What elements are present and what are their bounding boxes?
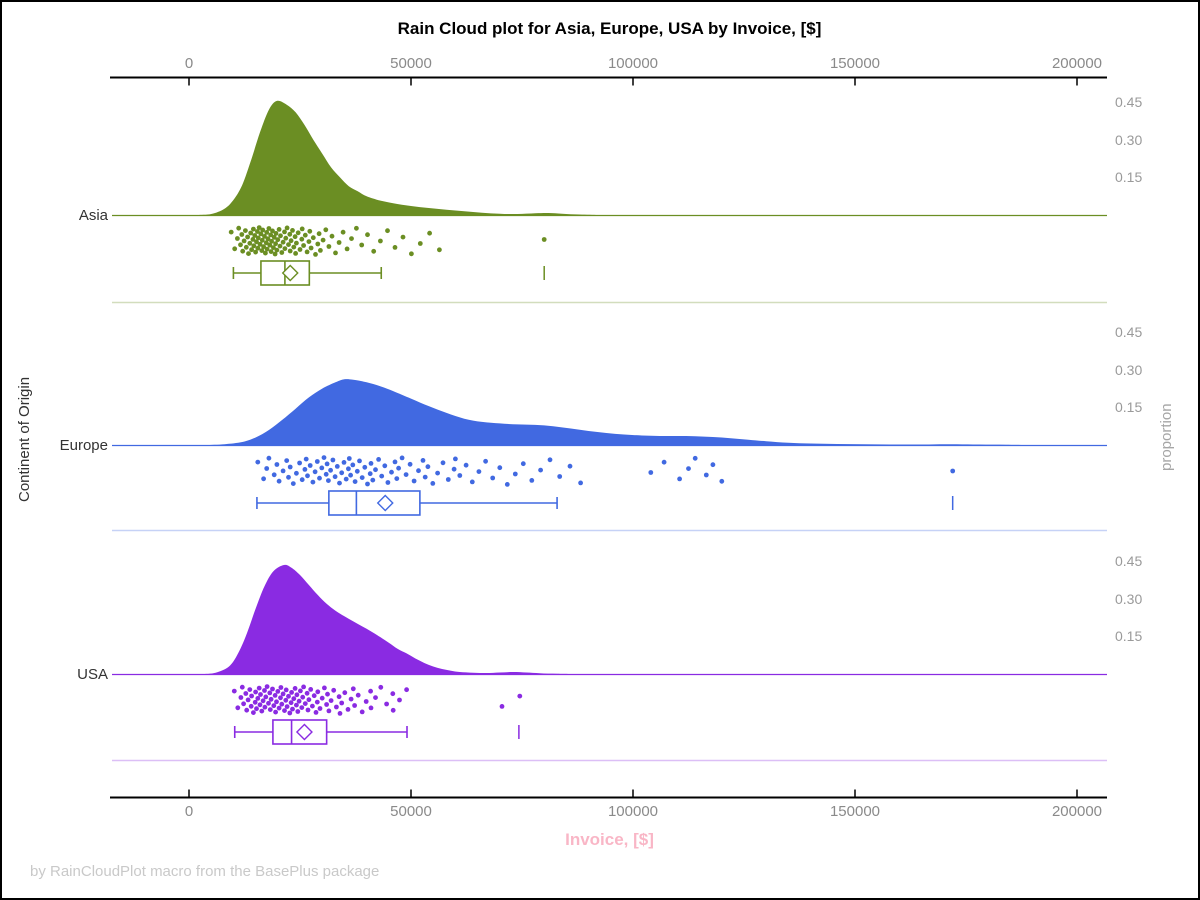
bottom-axis-tick-label-0: 0	[184, 803, 194, 820]
bottom-axis-tick-label-100000: 100000	[607, 803, 659, 820]
proportion-tick-usa-030: 0.30	[1115, 591, 1143, 607]
bottom-axis-tick-label-50000: 50000	[390, 803, 432, 820]
top-axis-tick-label-100000: 100000	[607, 55, 659, 72]
proportion-tick-usa-015: 0.15	[1115, 628, 1143, 644]
chart-title: Rain Cloud plot for Asia, Europe, USA by…	[397, 19, 822, 38]
density-curve-asia	[197, 100, 598, 215]
mean-diamond-usa	[295, 723, 313, 741]
bottom-axis-tick-label-150000: 150000	[829, 803, 881, 820]
proportion-tick-europe-015: 0.15	[1115, 399, 1143, 415]
proportion-tick-europe-030: 0.30	[1115, 362, 1143, 378]
x-axis-title: Invoice, [$]	[565, 830, 654, 849]
box-plot-usa	[233, 719, 520, 745]
panel-usa	[112, 564, 1107, 762]
proportion-tick-asia-015: 0.15	[1115, 169, 1143, 185]
box-plot-asia	[232, 260, 545, 286]
rain-points-asia	[228, 225, 547, 257]
bottom-axis-tick-label-200000: 200000	[1051, 803, 1103, 820]
category-label-usa: USA	[77, 666, 108, 683]
mean-diamond-europe	[376, 494, 394, 512]
panel-europe	[112, 379, 1107, 532]
mean-diamond-asia	[281, 264, 299, 282]
panel-asia	[112, 100, 1107, 304]
top-axis-tick-label-50000: 50000	[390, 55, 432, 72]
top-axis-tick-label-200000: 200000	[1051, 55, 1103, 72]
density-curve-europe	[206, 379, 1033, 445]
category-label-asia: Asia	[78, 207, 108, 224]
rain-points-usa	[231, 684, 523, 716]
footnote-text: by RainCloudPlot macro from the BasePlus…	[30, 863, 380, 880]
top-axis-tick-label-0: 0	[184, 55, 194, 72]
x-axes	[110, 76, 1107, 799]
proportion-tick-asia-030: 0.30	[1115, 132, 1143, 148]
box-plot-europe	[256, 490, 954, 516]
proportion-tick-europe-045: 0.45	[1115, 324, 1143, 340]
proportion-tick-asia-045: 0.45	[1115, 94, 1143, 110]
top-axis-tick-label-150000: 150000	[829, 55, 881, 72]
category-label-europe: Europe	[59, 437, 108, 454]
density-curve-usa	[202, 564, 580, 674]
rain-points-europe	[255, 455, 956, 487]
proportion-tick-usa-045: 0.45	[1115, 553, 1143, 569]
